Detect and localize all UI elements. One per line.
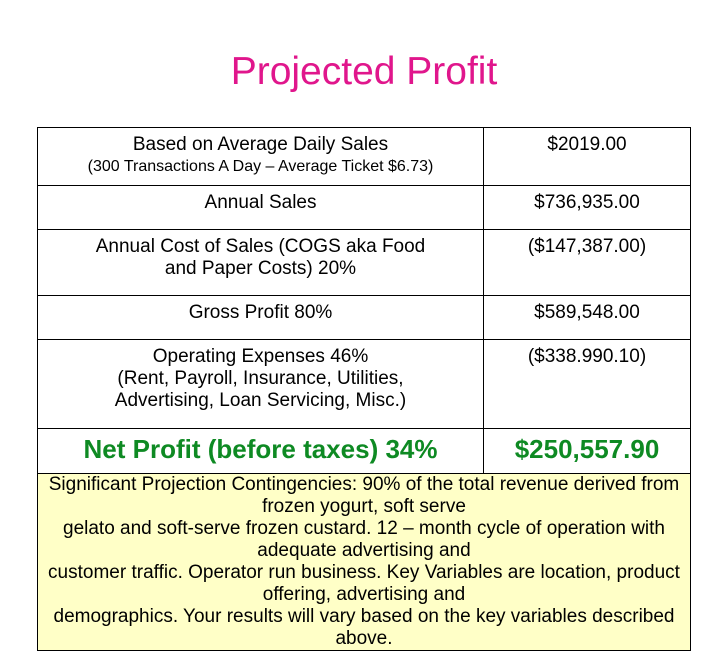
opex-value: ($338.990.10) bbox=[483, 339, 691, 429]
table-row: Gross Profit 80% $589,548.00 bbox=[37, 295, 691, 340]
cogs-label-line-1: Annual Cost of Sales (COGS aka Food bbox=[95, 236, 426, 257]
footnote-line-4: demographics. Your results will vary bas… bbox=[53, 606, 675, 649]
table-row: Annual Sales $736,935.00 bbox=[37, 185, 691, 230]
row-label-cell: Annual Cost of Sales (COGS aka Food and … bbox=[37, 229, 484, 296]
table-row: Operating Expenses 46% (Rent, Payroll, I… bbox=[37, 339, 691, 429]
opex-label-line-1: Operating Expenses 46% bbox=[152, 346, 369, 367]
footnote: Significant Projection Contingencies: 90… bbox=[37, 473, 691, 651]
cogs-value: ($147,387.00) bbox=[483, 229, 691, 296]
table-row: Net Profit (before taxes) 34% $250,557.9… bbox=[37, 428, 691, 474]
cogs-label-line-2: and Paper Costs) 20% bbox=[164, 258, 357, 279]
profit-table: Based on Average Daily Sales (300 Transa… bbox=[37, 127, 691, 651]
table-row: Based on Average Daily Sales (300 Transa… bbox=[37, 127, 691, 186]
annual-sales-value: $736,935.00 bbox=[483, 185, 691, 230]
footnote-line-3: customer traffic. Operator run business.… bbox=[48, 562, 680, 605]
net-profit-label: Net Profit (before taxes) 34% bbox=[37, 428, 484, 474]
daily-sales-label: Based on Average Daily Sales bbox=[132, 134, 389, 155]
opex-label-line-3: Advertising, Loan Servicing, Misc.) bbox=[114, 390, 407, 411]
annual-sales-label: Annual Sales bbox=[37, 185, 484, 230]
row-label-cell: Operating Expenses 46% (Rent, Payroll, I… bbox=[37, 339, 484, 429]
footnote-line-1: Significant Projection Contingencies: 90… bbox=[48, 474, 680, 517]
row-label-cell: Based on Average Daily Sales (300 Transa… bbox=[37, 127, 484, 186]
page-title: Projected Profit bbox=[230, 50, 498, 93]
net-profit-value: $250,557.90 bbox=[483, 428, 691, 474]
gross-profit-label: Gross Profit 80% bbox=[37, 295, 484, 340]
table-row: Significant Projection Contingencies: 90… bbox=[37, 473, 691, 651]
daily-sales-sublabel: (300 Transactions A Day – Average Ticket… bbox=[87, 158, 434, 175]
gross-profit-value: $589,548.00 bbox=[483, 295, 691, 340]
footnote-line-2: gelato and soft-serve frozen custard. 12… bbox=[63, 518, 665, 561]
daily-sales-value: $2019.00 bbox=[483, 127, 691, 186]
opex-label-line-2: (Rent, Payroll, Insurance, Utilities, bbox=[117, 368, 404, 389]
table-row: Annual Cost of Sales (COGS aka Food and … bbox=[37, 229, 691, 296]
